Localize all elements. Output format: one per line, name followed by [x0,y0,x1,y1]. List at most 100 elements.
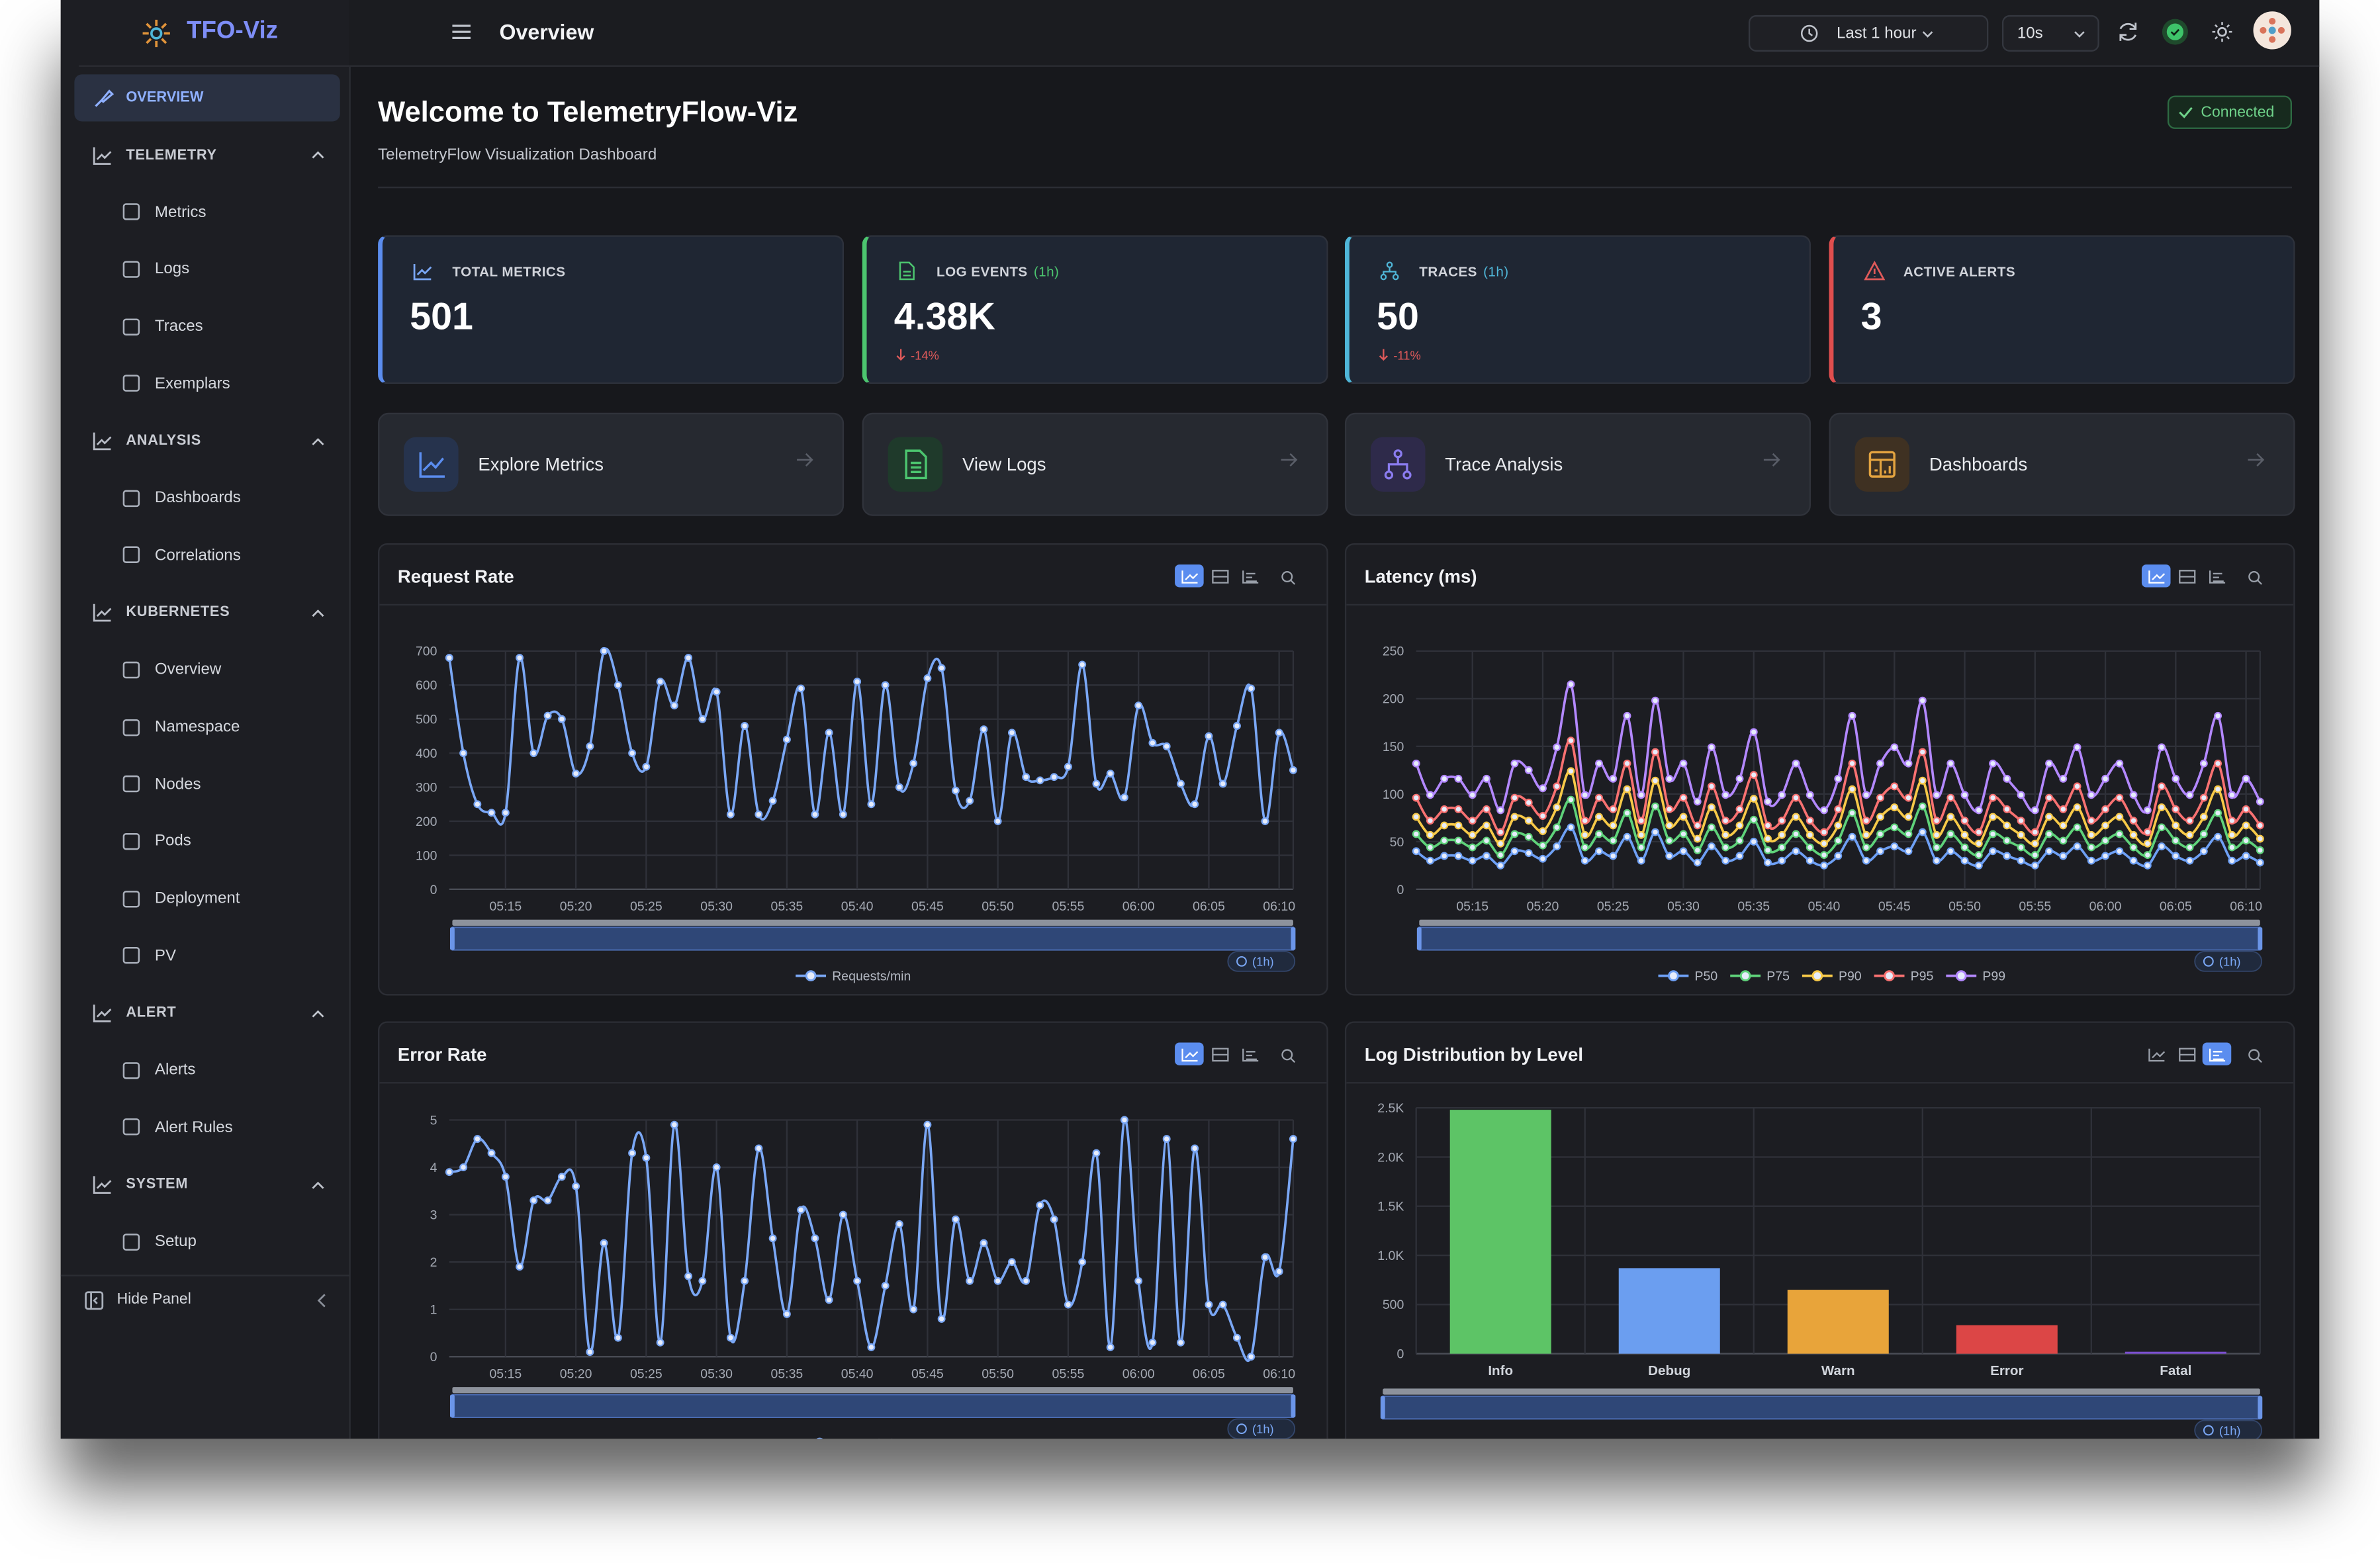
toolbar-button[interactable] [1281,1049,1296,1063]
slider-handle[interactable] [1291,1394,1296,1418]
sidebar: TFO-Viz OVERVIEW Hide Panel TELEMETRY Met… [60,0,351,1439]
toolbar-button[interactable] [1212,570,1229,584]
toolbar-button[interactable] [2202,1042,2232,1065]
nav-item[interactable]: Dashboards [61,483,349,514]
toolbar-icon [2148,1048,2166,1062]
nav-item[interactable]: Alerts [61,1055,349,1085]
data-point [1792,759,1800,768]
nav-item[interactable]: Traces [61,311,349,341]
legend-item[interactable]: P75 [1730,969,1790,984]
nav-item[interactable]: Deployment [61,883,349,914]
icon-shape [93,146,112,164]
menu-button[interactable] [451,22,472,41]
toolbar-button[interactable] [1242,1048,1259,1062]
toolbar-button[interactable] [2179,570,2196,584]
nav-section[interactable]: SYSTEM [61,1169,349,1200]
data-point [1218,780,1227,788]
nav-item[interactable]: Namespace [61,712,349,742]
slider-handle[interactable] [2258,1396,2263,1419]
hide-panel[interactable]: Hide Panel [61,1285,349,1316]
nav-item[interactable]: PV [61,940,349,971]
toolbar-button[interactable] [2141,564,2171,588]
data-point [2031,839,2039,848]
slider-handle[interactable] [1291,927,1296,950]
toolbar-button[interactable] [2209,570,2226,584]
nav-label: Setup [154,1232,197,1251]
toolbar-button[interactable] [1175,564,1204,588]
data-point [1735,821,1744,830]
x-tick-label: Fatal [2160,1363,2191,1378]
data-point [1764,834,1772,843]
data-point [1036,776,1044,785]
legend-item[interactable]: P90 [1802,969,1862,984]
legend-item[interactable]: P99 [1946,969,2005,984]
nav-section[interactable]: KUBERNETES [61,598,349,628]
nav-label: Namespace [154,717,240,737]
action-card[interactable]: View Logs [862,412,1328,516]
refresh-button[interactable] [2117,21,2138,42]
brand-bar: TFO-Viz [79,0,349,67]
slider-handle[interactable] [449,1394,455,1418]
nav-item[interactable]: Pods [61,826,349,856]
toolbar-button[interactable] [1175,1042,1204,1065]
legend-item[interactable]: P50 [1658,969,1718,984]
toolbar-button[interactable] [2148,1048,2166,1062]
slider-handle[interactable] [449,927,455,950]
y-tick-label: 200 [416,815,437,829]
toolbar-button[interactable] [1212,1048,1229,1062]
nav-item[interactable]: Logs [61,254,349,285]
nav-item[interactable]: Overview [61,654,349,685]
nav-section[interactable]: ANALYSIS [61,425,349,456]
theme-toggle[interactable] [2211,21,2232,42]
nav-label: Correlations [154,546,241,564]
data-point [2031,861,2039,870]
y-tick-label: 3 [430,1208,437,1222]
x-tick-label: 05:40 [1808,899,1841,914]
y-tick-label: 300 [416,780,437,795]
nav-item[interactable]: Metrics [61,197,349,227]
slider-handle[interactable] [1416,927,1422,950]
nav-item[interactable]: Exemplars [61,369,349,399]
toolbar-button[interactable] [1281,570,1296,585]
nav-item[interactable]: Setup [61,1227,349,1257]
action-card[interactable]: Dashboards [1829,412,2295,516]
stat-label-text: TOTAL METRICS [452,264,566,279]
stat-icon [1864,261,1886,281]
status-indicator[interactable] [2162,19,2189,46]
data-point [572,1182,580,1190]
nav-label: Dashboards [154,488,241,508]
nav-section[interactable]: TELEMETRY [61,140,349,170]
data-point [951,786,960,795]
toolbar-button[interactable] [2248,1049,2262,1063]
toolbar-button[interactable] [1242,570,1259,584]
action-icon [1854,437,1910,492]
slider-handle[interactable] [1380,1396,1385,1419]
nav-item[interactable]: Alert Rules [61,1112,349,1143]
nav-overview[interactable]: OVERVIEW [74,74,340,122]
data-point [1553,842,1561,851]
data-point [797,684,805,693]
avatar[interactable] [2252,11,2292,50]
legend-item[interactable]: P95 [1874,969,1934,984]
action-card[interactable]: Trace Analysis [1344,412,1811,516]
badge-icon [2203,1425,2214,1436]
legend-item[interactable]: Requests/min [796,969,911,984]
data-point [1247,1353,1256,1361]
nav-item[interactable]: Nodes [61,769,349,799]
time-range-picker[interactable]: Last 1 hour [1748,15,1989,52]
nav-section[interactable]: ALERT [61,998,349,1028]
data-point [1764,858,1772,867]
nav-item[interactable]: Correlations [61,540,349,570]
slider-handle[interactable] [2258,927,2263,950]
data-point [642,762,651,771]
refresh-select[interactable]: 10s [2001,15,2099,52]
data-point [1106,1343,1115,1351]
legend-item[interactable]: Errors/min [804,1437,900,1439]
data-point [1580,856,1589,865]
toolbar-button[interactable] [2248,570,2262,585]
toolbar-button[interactable] [2179,1048,2196,1062]
action-card[interactable]: Explore Metrics [378,412,845,516]
data-point [1289,1135,1297,1143]
icon [905,449,927,480]
data-point [2214,759,2222,768]
